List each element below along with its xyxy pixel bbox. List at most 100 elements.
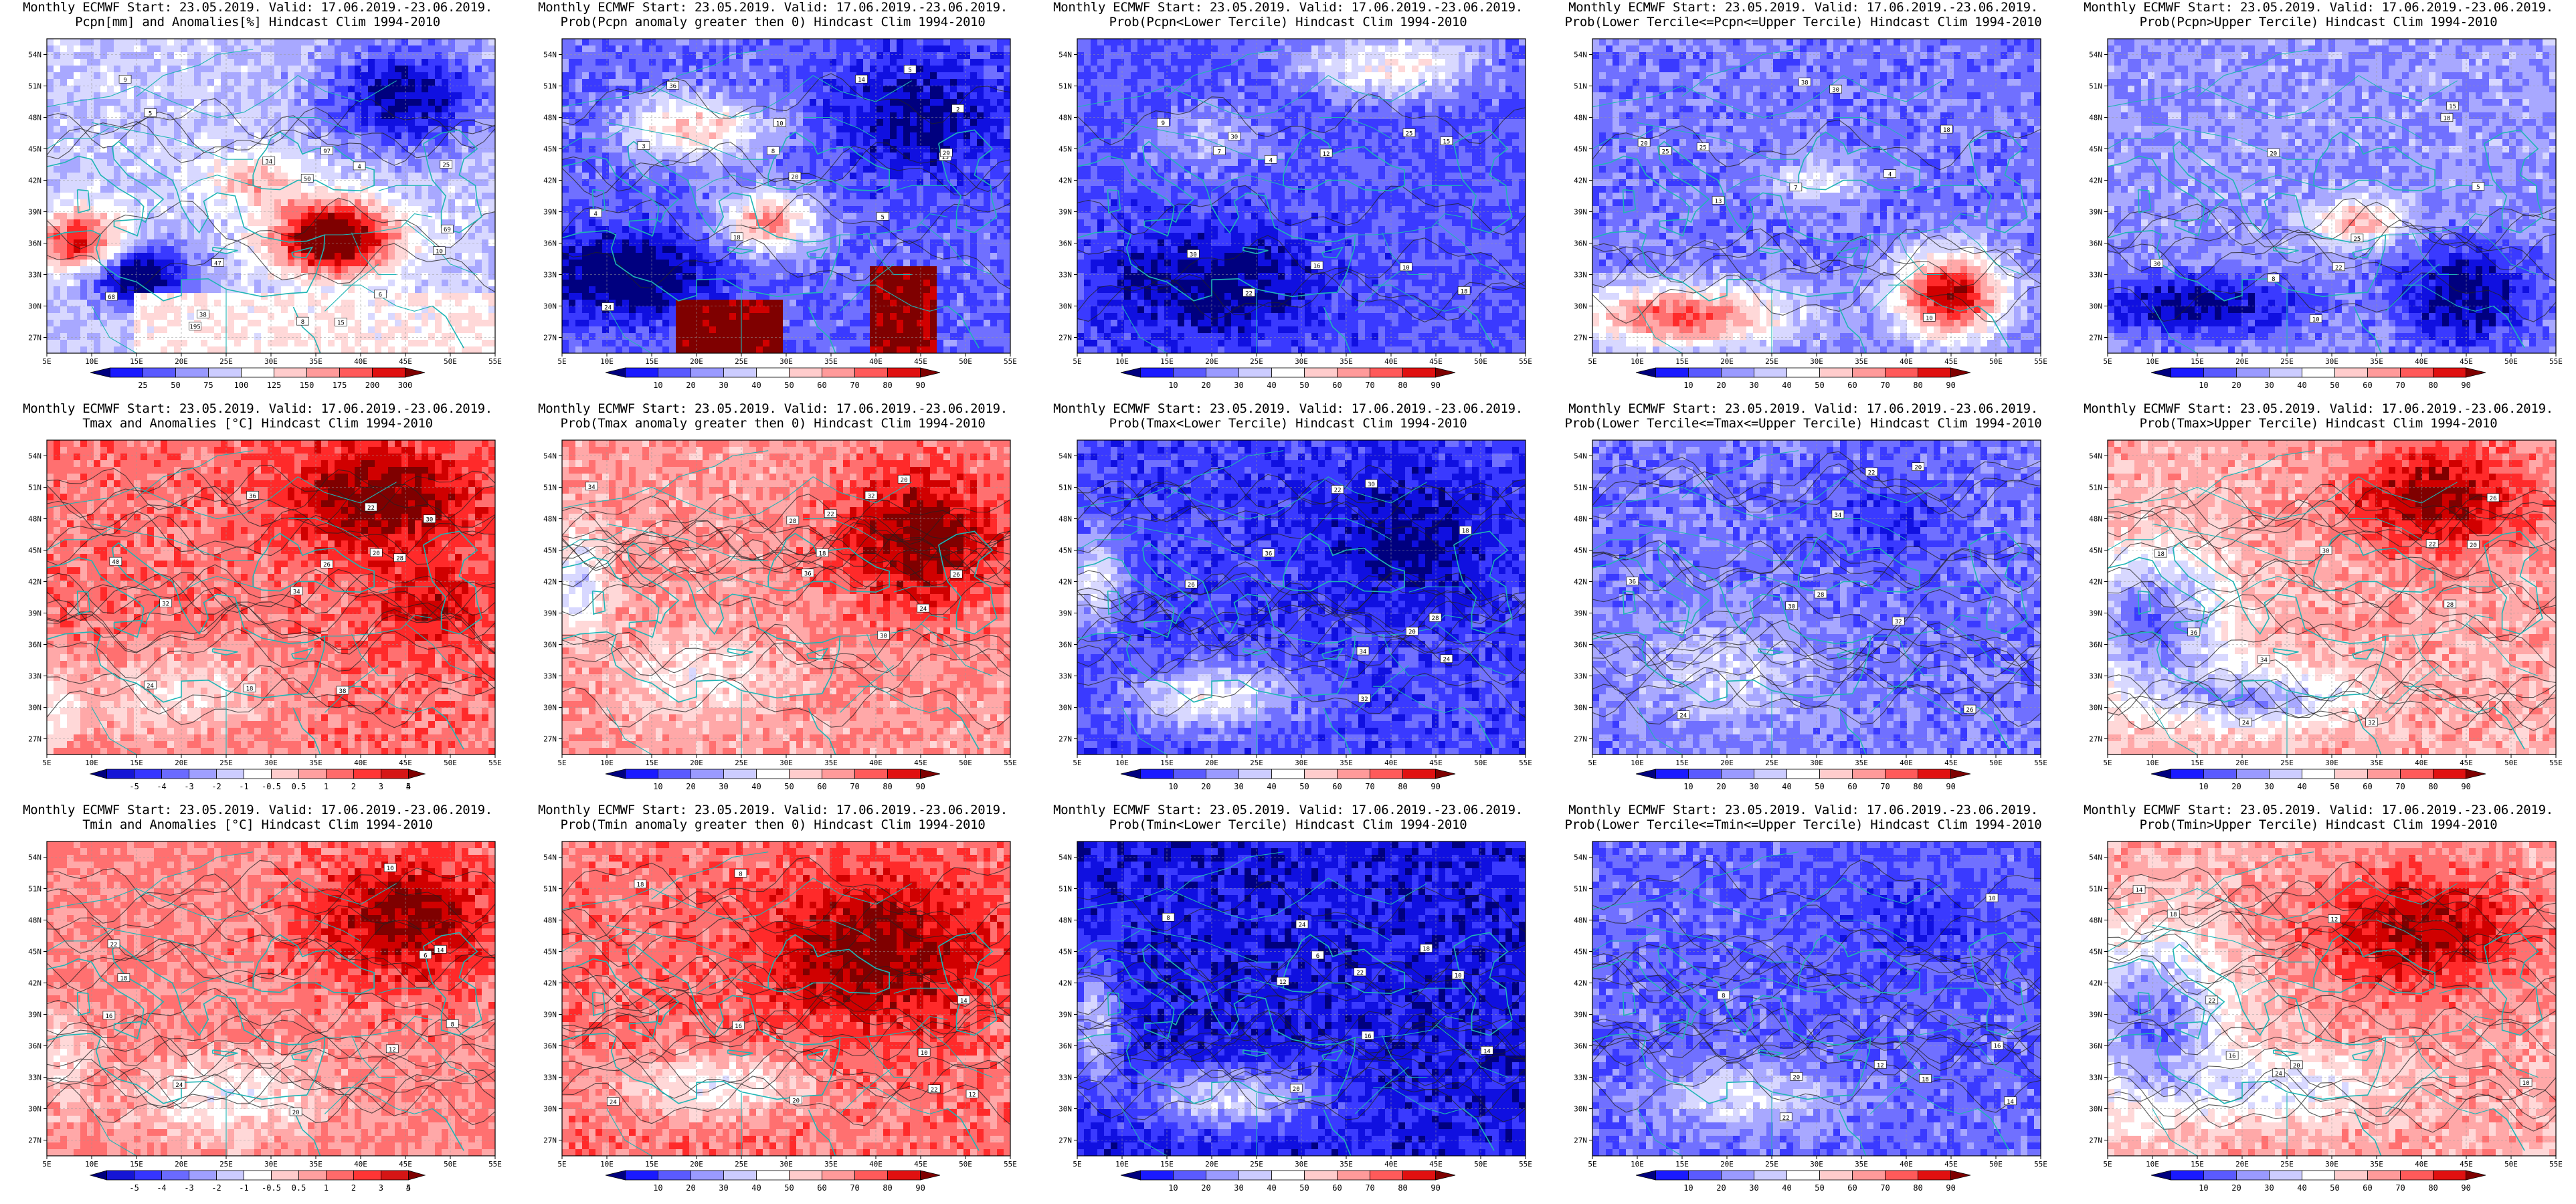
colorbar-swatch	[143, 367, 176, 378]
colorbar-swatch	[244, 769, 272, 779]
lat-tick-label: 27N	[1059, 735, 1072, 744]
colorbar-label: 50	[784, 782, 794, 791]
lon-tick-label: 35E	[2370, 1160, 2383, 1169]
lon-tick-label: 40E	[1384, 1160, 1398, 1169]
value-label: 32	[162, 601, 169, 608]
colorbar-swatch	[2269, 769, 2302, 779]
country-borders	[1077, 450, 1508, 755]
lat-tick-label: 48N	[543, 916, 557, 925]
country-borders	[47, 49, 478, 353]
lat-tick-label: 45N	[2089, 948, 2102, 957]
colorbar-swatch	[1885, 367, 1918, 378]
value-label: 28	[789, 518, 796, 525]
value-label: 6	[424, 952, 427, 959]
lon-tick-label: 10E	[2146, 1160, 2159, 1169]
colorbar-label: 30	[719, 381, 728, 390]
lat-tick-label: 33N	[543, 672, 557, 681]
colorbar-label: 60	[1332, 381, 1342, 390]
panel-title-line1: Monthly ECMWF Start: 23.05.2019. Valid: …	[0, 0, 515, 15]
colorbar-swatch	[1786, 769, 1820, 779]
lat-tick-label: 33N	[28, 672, 41, 681]
lat-tick-label: 45N	[1059, 145, 1072, 154]
colorbar-swatch	[2269, 1170, 2302, 1181]
colorbar-label: 40	[751, 1183, 761, 1193]
lat-tick-label: 27N	[1059, 1136, 1072, 1145]
lon-tick-label: 50E	[444, 357, 457, 366]
contour-lines	[562, 857, 1010, 1126]
value-labels: 4 5 8 15 25 38 47 69 68 97 195 34 50 10 9 6	[105, 75, 454, 330]
value-labels: 15 20 5 30 18 22 10 8 25	[2150, 101, 2485, 323]
value-label: 14	[2136, 888, 2143, 894]
colorbar-swatch	[658, 367, 691, 378]
value-labels: 26 28 30 24 32 22 34 20 36 18	[2154, 493, 2500, 727]
value-label: 5	[149, 111, 152, 118]
lon-tick-label: 5E	[1588, 357, 1596, 366]
colorbar: 10 20 30 40 50 60 70 80 90	[605, 769, 941, 791]
lon-tick-label: 55E	[2549, 1160, 2563, 1169]
lat-tick-label: 36N	[1059, 641, 1072, 649]
value-label: 5	[2476, 185, 2480, 191]
lat-tick-label: 39N	[1574, 208, 1587, 217]
map-field: 10 25 30 22 15 4 18 9 30 7 12 16	[1077, 39, 1526, 353]
colorbar-swatch	[106, 1170, 134, 1181]
axis-ticks: 5E 10E 15E 20E 25E 30E 35E 40E 45E 50E 55E 54N 51N 48…	[1059, 452, 1532, 768]
value-label: 10	[2312, 316, 2320, 323]
colorbar-swatch	[789, 769, 822, 779]
colorbar-max-arrow	[1435, 769, 1456, 779]
value-label: 20	[373, 550, 380, 557]
lon-tick-label: 15E	[2191, 759, 2204, 767]
colorbar-label: 75	[203, 381, 213, 390]
lat-tick-label: 30N	[1059, 302, 1072, 311]
map-field: 14 16 18 12 20 10 22 24	[2108, 841, 2556, 1156]
map-panel: 14 16 12 18 20 10 22 8 24 6 5E 10E 15E 20E 25E 30E 35E 40…	[1030, 803, 1546, 1204]
colorbar-swatch	[1688, 1170, 1722, 1181]
value-label: 24	[147, 683, 154, 690]
colorbar-swatch	[822, 367, 855, 378]
lon-tick-label: 30E	[1810, 759, 1823, 767]
value-label: 24	[610, 1100, 617, 1106]
lat-tick-label: 36N	[1574, 239, 1587, 248]
colorbar-label: 80	[2428, 1183, 2437, 1193]
lat-tick-label: 51N	[28, 82, 41, 91]
lat-tick-label: 39N	[1059, 1011, 1072, 1019]
value-labels: 26 28 24 30 22 32 34 20 36	[1626, 462, 1976, 720]
map-panel: 10 20 30 25 18 38 4 13 7 25 5E 10E 15E 20E 25E 30E 35E 40…	[1546, 0, 2061, 401]
colorbar-swatch	[1173, 367, 1206, 378]
lat-tick-label: 33N	[2089, 672, 2102, 681]
colorbar-label: 20	[2231, 782, 2241, 791]
value-labels: 24 26 28 30 32 22 34 36 20 18	[585, 475, 963, 639]
lon-tick-label: 30E	[1810, 357, 1823, 366]
value-label: 36	[804, 571, 812, 578]
lon-tick-label: 25E	[219, 759, 233, 767]
lat-tick-label: 30N	[28, 302, 41, 311]
lon-tick-label: 35E	[1855, 1160, 1868, 1169]
map-panel: 24 26 28 22 30 32 20 34 18 36 5E 10E 15E 20E 25E 30E 35E…	[1030, 401, 1546, 803]
lat-tick-label: 42N	[2089, 979, 2102, 988]
colorbar-swatch	[353, 1170, 381, 1181]
value-label: 69	[444, 227, 451, 233]
colorbar-swatch	[1786, 1170, 1820, 1181]
colorbar-label: 150	[300, 381, 314, 390]
value-label: 28	[2446, 602, 2454, 609]
colorbar-swatch	[353, 769, 381, 779]
colorbar-label: -5	[129, 1183, 139, 1193]
map-figure: 26 28 24 30 22 32 34 20 36 5E 10E 15E 20E 25E 30E 35E 40…	[1574, 439, 2047, 791]
colorbar: 10 20 30 40 50 60 70 80 90	[605, 1170, 941, 1193]
lat-tick-label: 30N	[28, 704, 41, 712]
map-field: 14 16 12 18 20 10 22 8 24 6	[47, 841, 495, 1156]
colorbar-max-arrow	[920, 769, 941, 779]
value-label: 10	[1402, 265, 1410, 272]
colorbar: 10 20 30 40 50 60 70 80 90	[1120, 1170, 1456, 1193]
colorbar-label: 50	[1299, 381, 1309, 390]
value-label: 14	[858, 77, 865, 84]
lat-tick-label: 27N	[1574, 735, 1587, 744]
coastlines	[562, 932, 998, 1156]
contour-lines	[1592, 119, 2041, 324]
value-label: 22	[1356, 970, 1364, 977]
colorbar-label: 40	[1267, 782, 1276, 791]
contour-lines	[1077, 93, 1526, 323]
colorbar-label: 50	[784, 1183, 794, 1193]
lon-tick-label: 5E	[557, 759, 566, 767]
lat-tick-label: 27N	[543, 735, 557, 744]
gridlines	[1077, 841, 1526, 1156]
